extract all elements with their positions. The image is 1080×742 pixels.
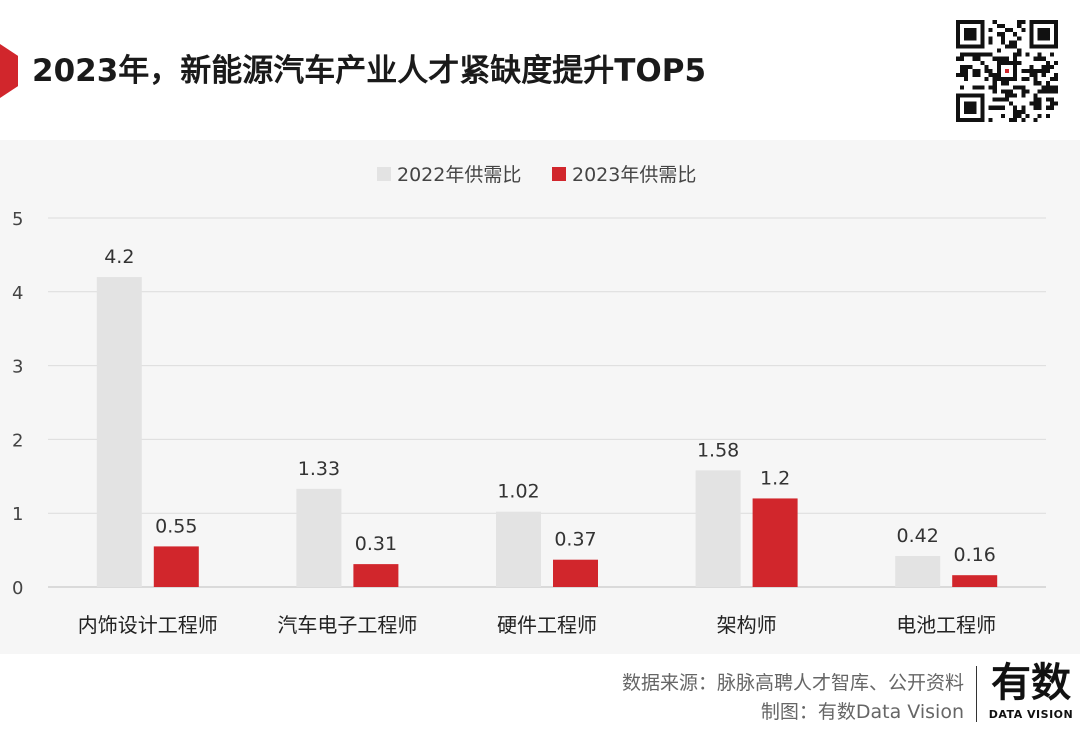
data-label: 0.42: [897, 525, 939, 547]
qr-code-icon: [956, 20, 1058, 122]
data-label: 0.37: [554, 529, 596, 551]
bar-2022: [296, 488, 342, 587]
title-accent-bar: [0, 44, 18, 98]
data-label: 1.58: [697, 439, 739, 461]
data-label: 0.55: [155, 515, 197, 537]
brand-logo: 有数: [991, 660, 1071, 706]
bar-2023: [553, 559, 598, 587]
data-label: 0.16: [954, 544, 996, 566]
brand-logo-subtext: DATA VISION: [988, 708, 1074, 721]
footer-divider: [976, 666, 977, 722]
y-tick-label: 1: [12, 504, 23, 525]
legend-label: 2023年供需比: [572, 164, 696, 186]
legend-label: 2022年供需比: [397, 164, 521, 186]
footer-credit: 制图：有数Data Vision: [760, 701, 964, 723]
bar-2022: [496, 511, 541, 587]
bar-2022: [695, 470, 741, 587]
bar-2023: [752, 498, 798, 587]
y-tick-label: 2: [12, 430, 23, 451]
y-tick-label: 4: [12, 283, 23, 304]
x-category-label: 汽车电子工程师: [277, 613, 417, 637]
bar-2023: [952, 575, 998, 587]
x-category-label: 架构师: [717, 613, 777, 637]
y-tick-label: 3: [12, 357, 23, 378]
bar-2022: [96, 277, 142, 587]
legend-swatch: [377, 167, 391, 181]
footer-source: 数据来源：脉脉高聘人才智库、公开资料: [621, 672, 964, 694]
bar-2023: [353, 564, 399, 587]
bar-2023: [153, 546, 199, 587]
data-label: 1.2: [760, 467, 790, 489]
data-label: 1.02: [497, 481, 539, 503]
page-title: 2023年，新能源汽车产业人才紧缺度提升TOP5: [32, 53, 707, 89]
data-label: 4.2: [104, 246, 134, 268]
data-label: 0.31: [355, 533, 397, 555]
data-label: 1.33: [298, 458, 340, 480]
chart-panel: 0 1 2 3 4 5 4.2 0.55 内饰设计工程师 1.33 0.31 汽车电子工程师 1.02 0…: [0, 140, 1080, 654]
y-tick-label: 5: [12, 209, 23, 230]
bar-2022: [895, 556, 941, 587]
bar-chart: 0 1 2 3 4 5 4.2 0.55 内饰设计工程师 1.33 0.31 汽车电子工程师 1.02 0…: [12, 164, 1046, 637]
y-tick-label: 0: [12, 578, 23, 599]
x-category-label: 电池工程师: [896, 613, 996, 637]
x-category-label: 硬件工程师: [497, 613, 597, 637]
legend-swatch: [552, 167, 566, 181]
x-category-label: 内饰设计工程师: [78, 613, 218, 637]
